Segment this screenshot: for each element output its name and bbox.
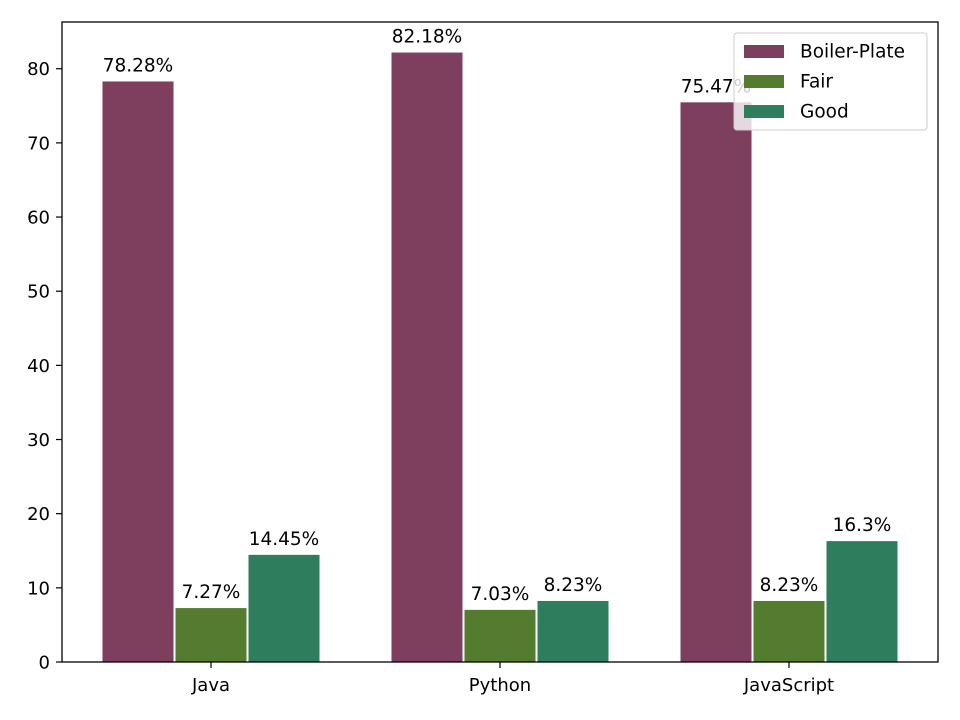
data-label: 8.23% <box>544 575 603 596</box>
bar-good-javascript <box>826 541 898 662</box>
y-tick-label: 0 <box>39 653 50 674</box>
bar-fair-javascript <box>753 600 825 662</box>
x-tick-label: Python <box>469 675 531 696</box>
data-label: 7.03% <box>471 584 530 605</box>
bars-layer <box>102 52 898 662</box>
bar-good-python <box>537 600 609 662</box>
y-tick-label: 50 <box>27 282 50 303</box>
data-label: 78.28% <box>103 55 174 76</box>
y-tick-label: 80 <box>27 59 50 80</box>
y-tick-label: 70 <box>27 133 50 154</box>
legend-swatch <box>744 105 784 118</box>
axes-layer: 0 10 20 30 40 50 60 70 80 Java Python JavaScript <box>27 21 939 696</box>
data-label: 8.23% <box>760 575 819 596</box>
legend-swatch <box>744 75 784 88</box>
data-labels-layer: 78.28%7.27%14.45%82.18%7.03% 8.23%75.47%8… <box>103 27 892 605</box>
bar-fair-python <box>464 609 536 662</box>
plot-frame <box>61 21 939 663</box>
data-label: 14.45% <box>249 529 320 550</box>
bar-boiler-plate-java <box>102 81 174 662</box>
y-tick-label: 30 <box>27 430 50 451</box>
legend: Boiler-Plate Fair Good <box>733 32 928 131</box>
x-tick-label: Java <box>191 675 230 696</box>
y-tick-label: 60 <box>27 208 50 229</box>
legend-label: Fair <box>800 72 833 93</box>
bar-boiler-plate-python <box>391 52 463 662</box>
x-tick-label: JavaScript <box>743 675 834 696</box>
y-tick-label: 40 <box>27 356 50 377</box>
legend-label: Good <box>800 102 849 123</box>
data-label: 16.3% <box>833 515 892 536</box>
legend-swatch <box>744 45 784 58</box>
y-tick-label: 10 <box>27 578 50 599</box>
bar-boiler-plate-javascript <box>680 102 752 662</box>
bar-fair-java <box>175 608 247 662</box>
bar-good-java <box>248 554 320 662</box>
legend-label: Boiler-Plate <box>800 42 905 63</box>
data-label: 82.18% <box>392 27 463 48</box>
data-label: 7.27% <box>182 582 241 603</box>
y-tick-label: 20 <box>27 504 50 525</box>
